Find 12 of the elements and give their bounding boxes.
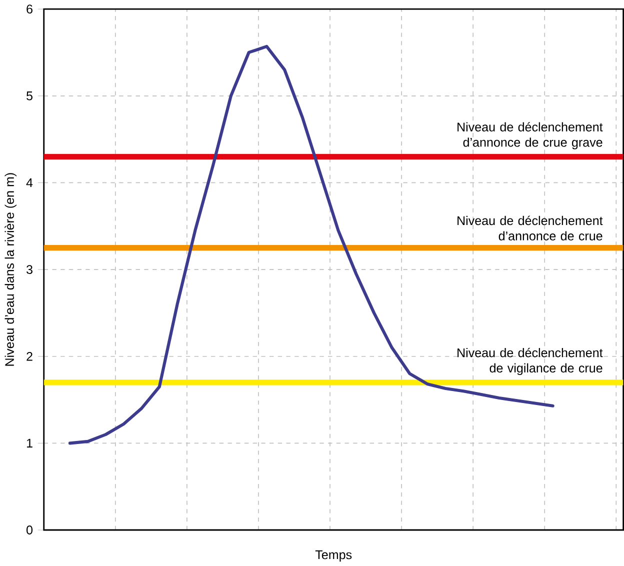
y-axis-title: Niveau d’eau dans la rivière (en m) [4,173,16,366]
y-tick-label: 0 [26,525,33,534]
y-tick-label: 1 [26,438,32,448]
y-tick-label: 3 [26,264,32,274]
y-tick-label: 2 [26,352,32,361]
y-tick-label: 5 [26,91,32,100]
x-axis-title: Temps [315,550,352,562]
ref-line-label: Niveau de déclenchement d’annonce de crue [458,216,603,240]
y-tick-label: 6 [26,4,32,14]
ref-line-label: Niveau de déclenchement de vigilance de crue [458,348,603,375]
y-tick-label: 4 [26,178,33,187]
ref-line-label: Niveau de déclenchement d’annonce de crue grave [458,122,603,150]
